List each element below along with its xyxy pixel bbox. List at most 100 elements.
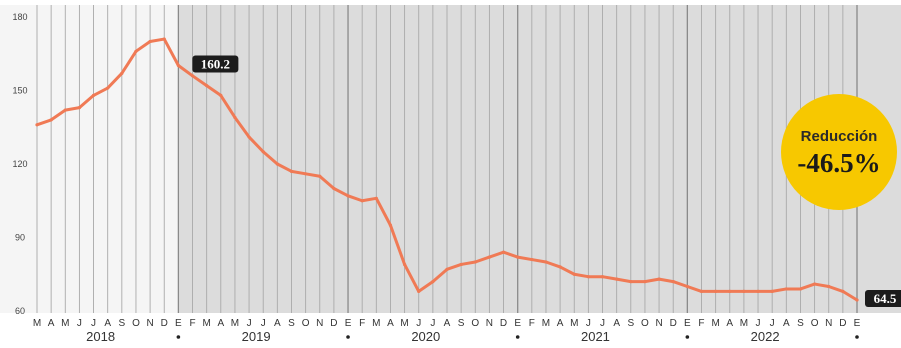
data-point bbox=[304, 172, 308, 176]
data-point bbox=[233, 115, 237, 120]
month-label: E bbox=[854, 318, 861, 329]
data-point bbox=[417, 289, 421, 293]
data-point bbox=[827, 284, 831, 289]
data-point bbox=[148, 39, 152, 44]
month-label: D bbox=[161, 318, 168, 329]
month-label: M bbox=[542, 318, 550, 329]
data-point bbox=[643, 280, 647, 284]
y-tick-label: 150 bbox=[12, 86, 27, 96]
data-point bbox=[487, 255, 492, 259]
month-label: O bbox=[471, 318, 479, 329]
data-point bbox=[318, 174, 322, 178]
data-point bbox=[812, 282, 817, 286]
month-label: M bbox=[711, 318, 719, 329]
data-point bbox=[346, 194, 350, 198]
data-point bbox=[501, 250, 506, 254]
data-point bbox=[289, 169, 294, 173]
month-label: M bbox=[33, 318, 41, 329]
y-tick-label: 60 bbox=[15, 306, 25, 316]
month-label: A bbox=[613, 318, 620, 329]
annotation-badge bbox=[865, 289, 901, 307]
month-label: M bbox=[202, 318, 210, 329]
month-label: A bbox=[444, 318, 451, 329]
background-2018 bbox=[0, 5, 179, 313]
callout-circle bbox=[781, 94, 897, 210]
data-point bbox=[176, 63, 180, 68]
month-label: J bbox=[770, 318, 775, 329]
data-point bbox=[784, 287, 788, 291]
month-label: N bbox=[146, 318, 153, 329]
month-label: O bbox=[641, 318, 649, 329]
data-point bbox=[728, 289, 732, 293]
month-label: J bbox=[247, 318, 252, 329]
data-point bbox=[134, 49, 138, 53]
data-point bbox=[332, 186, 336, 191]
year-label: 2018 bbox=[86, 329, 115, 343]
month-label: S bbox=[797, 318, 804, 329]
month-label: E bbox=[175, 318, 182, 329]
month-label: J bbox=[416, 318, 421, 329]
month-label: A bbox=[48, 318, 55, 329]
data-point bbox=[473, 260, 477, 264]
month-label: F bbox=[529, 318, 535, 329]
data-point bbox=[629, 280, 633, 284]
month-label: N bbox=[825, 318, 832, 329]
data-point bbox=[360, 199, 364, 203]
y-tick-label: 120 bbox=[12, 159, 27, 169]
data-point bbox=[162, 37, 166, 41]
month-label: A bbox=[104, 318, 111, 329]
month-label: M bbox=[740, 318, 748, 329]
year-label: 2021 bbox=[581, 329, 610, 343]
data-point bbox=[219, 93, 223, 97]
background-shading bbox=[0, 5, 901, 313]
x-axis-year-labels: 2018 2019 2020 2021 2022 bbox=[86, 329, 859, 344]
month-label: D bbox=[670, 318, 677, 329]
month-label: E bbox=[684, 318, 691, 329]
data-point bbox=[49, 118, 53, 122]
month-label: F bbox=[189, 318, 195, 329]
month-label: J bbox=[756, 318, 761, 329]
annotation-badge bbox=[192, 55, 239, 73]
reduction-callout: Reducción -46.5% bbox=[781, 94, 897, 210]
data-point bbox=[685, 284, 689, 289]
data-point bbox=[671, 280, 675, 284]
series-points bbox=[35, 37, 859, 302]
data-point bbox=[388, 223, 393, 227]
year-label: 2022 bbox=[751, 329, 780, 343]
month-label: O bbox=[302, 318, 310, 329]
month-label: J bbox=[430, 318, 435, 329]
data-point bbox=[459, 262, 463, 267]
month-label: A bbox=[274, 318, 281, 329]
year-label: 2019 bbox=[242, 329, 271, 343]
data-point bbox=[516, 255, 520, 259]
year-separator-dot bbox=[346, 335, 350, 339]
month-label: J bbox=[600, 318, 605, 329]
data-point bbox=[261, 150, 265, 154]
month-label: O bbox=[132, 318, 140, 329]
data-point bbox=[91, 93, 96, 97]
month-label: M bbox=[231, 318, 239, 329]
year-separator-dot bbox=[515, 335, 520, 339]
month-label: N bbox=[486, 318, 493, 329]
month-label: S bbox=[627, 318, 634, 329]
year-separator-dot bbox=[176, 335, 181, 339]
month-label: A bbox=[387, 318, 394, 329]
month-label: A bbox=[783, 318, 790, 329]
month-label: A bbox=[726, 318, 733, 329]
data-point bbox=[714, 289, 718, 293]
callout-title: Reducción bbox=[801, 128, 878, 145]
data-point bbox=[600, 275, 605, 279]
value-annotations: 160.2 64.5 bbox=[192, 55, 901, 307]
y-tick-label: 90 bbox=[15, 233, 25, 243]
data-point bbox=[530, 257, 534, 262]
year-separator-dot bbox=[685, 335, 690, 339]
data-point bbox=[657, 277, 661, 281]
data-point bbox=[190, 74, 195, 78]
data-point bbox=[247, 135, 251, 139]
month-label: D bbox=[839, 318, 846, 329]
data-point bbox=[445, 267, 449, 271]
month-label: J bbox=[91, 318, 96, 329]
data-point bbox=[798, 287, 803, 291]
